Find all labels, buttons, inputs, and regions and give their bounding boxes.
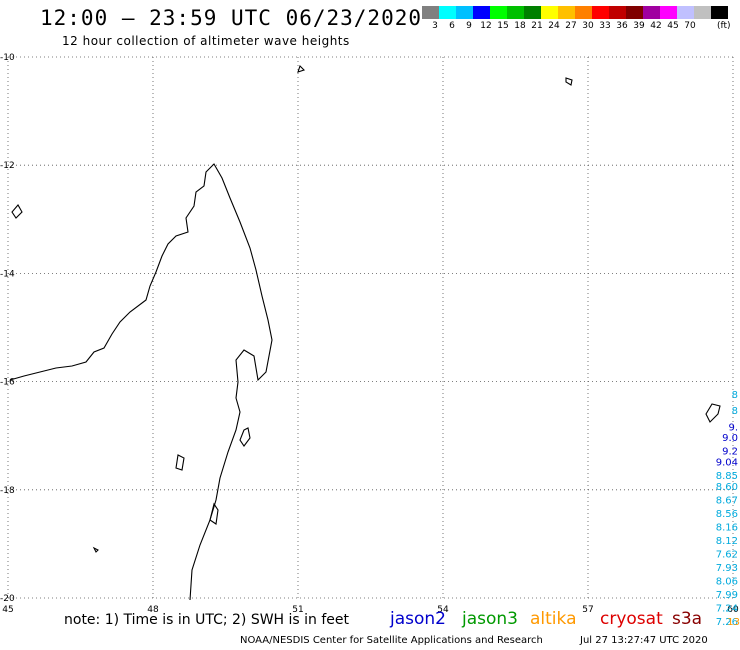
satellite-name: cryosat [600, 609, 663, 629]
map-subtitle: 12 hour collection of altimeter wave hei… [62, 34, 350, 48]
lon-tick-label: 57 [582, 605, 593, 615]
lat-tick-label: -16 [0, 378, 15, 388]
legend-label: 12 [480, 21, 492, 31]
wave-height-value: 9.2 [722, 447, 738, 458]
lon-tick-label: 54 [437, 605, 449, 615]
coastline-segment [565, 77, 573, 86]
legend-label: 39 [633, 21, 645, 31]
legend-swatch [643, 6, 660, 19]
wave-height-value: 8.16 [716, 522, 738, 533]
wave-height-value: 8 [732, 406, 738, 417]
lon-tick-label: 45 [2, 605, 13, 615]
legend-swatch [609, 6, 626, 19]
legend-swatch [524, 6, 541, 19]
legend-label: 33 [599, 21, 611, 31]
legend-swatch [541, 6, 558, 19]
legend-label: 18 [514, 21, 526, 31]
wave-height-value: 8.56 [716, 509, 738, 520]
generation-date: Jul 27 13:27:47 UTC 2020 [580, 635, 708, 646]
legend-label: 42 [650, 21, 662, 31]
lat-tick-label: -12 [0, 161, 15, 171]
legend-label: 30 [582, 21, 594, 31]
legend-label: 6 [449, 21, 455, 31]
legend-labels: (ft) 3 6 9 12 15 18 21 24 27 30 33 36 39 42 45 70 [422, 21, 731, 33]
legend-label: 45 [667, 21, 679, 31]
legend-swatch [592, 6, 609, 19]
wave-height-value: 13 [727, 617, 740, 628]
wave-height-value: 8.12 [716, 536, 738, 547]
legend-swatches [422, 6, 728, 19]
wave-height-value: 7.26 [716, 617, 738, 628]
wave-height-value: 8.06 [716, 576, 738, 587]
coastline-segment [11, 204, 23, 219]
wave-height-value: 9.04 [716, 457, 738, 468]
lon-tick-label: 60 [727, 605, 739, 615]
map-grid [7, 56, 734, 599]
coastline-segment [239, 427, 251, 447]
legend-label: 27 [565, 21, 577, 31]
coastline-segment [175, 454, 185, 471]
wave-height-legend: (ft) 3 6 9 12 15 18 21 24 27 30 33 36 39 42 45 70 [422, 6, 731, 33]
legend-label: 21 [531, 21, 543, 31]
coastline-segment [297, 64, 306, 73]
wave-height-value: 7.99 [716, 590, 738, 601]
satellite-name: altika [530, 609, 577, 629]
wave-height-value: 8 [732, 390, 738, 401]
legend-swatch [422, 6, 439, 19]
legend-swatch [507, 6, 524, 19]
satellite-name: jason3 [462, 609, 518, 629]
axis-labels: 45 48 51 54 57 60 -10 -12 -14 -16 -18 -20 [0, 53, 739, 615]
lat-tick-label: -18 [0, 486, 15, 496]
legend-swatch [660, 6, 677, 19]
legend-swatch [439, 6, 456, 19]
wave-height-value: 7.62 [716, 549, 738, 560]
legend-label: 70 [684, 21, 696, 31]
legend-swatch [677, 6, 694, 19]
legend-label: 36 [616, 21, 628, 31]
legend-swatch [575, 6, 592, 19]
legend-swatch [490, 6, 507, 19]
coastline-segment [9, 163, 273, 601]
coastline-segment [209, 502, 219, 525]
wave-height-value: 9.0 [722, 433, 738, 444]
satellite-name: jason2 [390, 609, 446, 629]
satellite-name: s3a [672, 609, 703, 629]
legend-unit: (ft) [717, 21, 731, 31]
wave-height-value: 8.85 [716, 471, 738, 482]
lat-tick-label: -14 [0, 269, 15, 279]
lon-tick-label: 51 [292, 605, 303, 615]
legend-label: 9 [466, 21, 472, 31]
footer-note: note: 1) Time is in UTC; 2) SWH is in fe… [64, 612, 350, 628]
map-title: 12:00 – 23:59 UTC 06/23/2020 [40, 6, 423, 30]
legend-swatch [558, 6, 575, 19]
legend-swatch [626, 6, 643, 19]
credit-text: NOAA/NESDIS Center for Satellite Applica… [240, 635, 543, 646]
legend-swatch [694, 6, 711, 19]
coastline [9, 64, 721, 601]
legend-swatch [473, 6, 490, 19]
lat-tick-label: -10 [0, 53, 15, 63]
coastline-segment [705, 403, 721, 423]
legend-label: 3 [432, 21, 438, 31]
wave-height-value: 8.67 [716, 495, 738, 506]
legend-label: 15 [497, 21, 509, 31]
lat-tick-label: -20 [0, 594, 15, 604]
wave-height-value: 7.24 [716, 604, 738, 615]
legend-label: 24 [548, 21, 560, 31]
legend-swatch [456, 6, 473, 19]
wave-height-value: 9. [728, 422, 738, 433]
legend-swatch [711, 6, 728, 19]
wave-height-value: 7.93 [716, 563, 738, 574]
coastline-segment [92, 546, 99, 553]
lon-tick-label: 48 [147, 605, 159, 615]
altimeter-observations: 8 8 9.9.0 9.29.04 8.858.60 8.67 8.56 8.16 8.12 7.… [716, 390, 740, 628]
wave-height-value: 8.60 [716, 482, 738, 493]
